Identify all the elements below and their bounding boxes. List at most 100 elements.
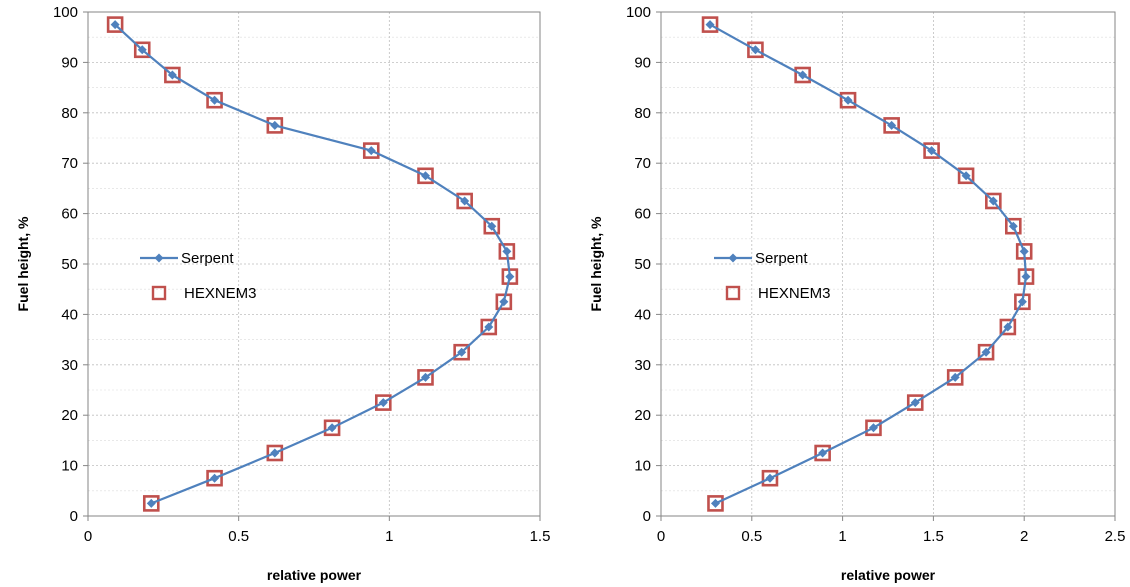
serpent-point xyxy=(487,221,497,231)
y-tick-label: 80 xyxy=(61,105,78,122)
y-tick-label: 50 xyxy=(61,256,78,273)
axis-ticks: 0 10 20 30 40 50 60 70 80 90 100 0 0.5 1 1.5 xyxy=(53,4,550,545)
serpent-point xyxy=(710,498,720,508)
hexnem3-point xyxy=(417,167,434,185)
serpent-point xyxy=(887,120,897,130)
serpent-point xyxy=(910,398,920,408)
left-chart: 0 10 20 30 40 50 60 70 80 90 100 0 0.5 1 1.5 relative … xyxy=(15,4,550,583)
serpent-point xyxy=(927,146,937,156)
y-tick-label: 0 xyxy=(70,508,78,525)
serpent-point xyxy=(420,171,430,181)
serpent-point xyxy=(457,347,467,357)
hexnem3-point xyxy=(133,41,151,59)
serpent-line xyxy=(709,23,1028,505)
serpent-point xyxy=(137,45,147,55)
x-tick-label: 0 xyxy=(657,528,665,545)
serpent-point xyxy=(460,196,470,206)
hexnem3-point xyxy=(865,419,882,437)
hexnem3-point xyxy=(483,217,501,235)
gridlines xyxy=(88,11,540,516)
hexnem3-point xyxy=(946,369,964,386)
hexnem3-point xyxy=(957,167,975,185)
series-layer xyxy=(106,16,519,512)
serpent-point xyxy=(950,372,960,382)
x-tick-label: 1 xyxy=(385,528,393,545)
hexnem3-point xyxy=(164,66,181,84)
y-tick-label: 80 xyxy=(634,105,651,122)
y-tick-label: 70 xyxy=(634,155,651,172)
y-tick-label: 50 xyxy=(634,256,651,273)
y-tick-label: 90 xyxy=(634,54,651,71)
hexnem3-point xyxy=(456,192,473,210)
axis-ticks: 0 10 20 30 40 50 60 70 80 90 100 0 0.5 1 1.5 2 2.5 xyxy=(626,4,1125,545)
legend: Serpent HEXNEM3 xyxy=(714,250,831,302)
serpent-point xyxy=(1003,322,1013,332)
hexnem3-point xyxy=(814,444,831,462)
hexnem3-point xyxy=(375,394,392,411)
serpent-point xyxy=(981,347,991,357)
serpent-point xyxy=(988,196,998,206)
serpent-point xyxy=(484,322,494,332)
legend-marker-hexnem3 xyxy=(725,285,741,301)
serpent-point xyxy=(750,45,760,55)
serpent-point xyxy=(366,146,376,156)
y-tick-label: 40 xyxy=(634,306,651,323)
serpent-point xyxy=(146,498,156,508)
right-chart: 0 10 20 30 40 50 60 70 80 90 100 0 0.5 1 1.5 2 2.5 relat… xyxy=(588,4,1125,583)
serpent-point xyxy=(1021,272,1031,282)
hexnem3-point xyxy=(794,66,811,84)
y-tick-label: 100 xyxy=(53,4,78,21)
hexnem3-point xyxy=(761,469,779,487)
x-tick-label: 1.5 xyxy=(530,528,551,545)
hexnem3-point xyxy=(747,41,764,59)
legend-marker-serpent xyxy=(728,253,738,263)
y-axis-label: Fuel height, % xyxy=(15,216,31,311)
legend: Serpent HEXNEM3 xyxy=(140,250,257,302)
y-tick-label: 10 xyxy=(634,458,651,475)
hexnem3-point xyxy=(266,117,284,134)
x-tick-label: 1.5 xyxy=(923,528,944,545)
y-tick-label: 20 xyxy=(634,407,651,424)
serpent-point xyxy=(961,171,971,181)
hexnem3-point xyxy=(883,117,900,134)
serpent-point xyxy=(1019,246,1029,256)
y-tick-label: 90 xyxy=(61,54,78,71)
hexnem3-point xyxy=(362,142,380,159)
hexnem3-point xyxy=(977,343,995,361)
serpent-point xyxy=(270,448,280,458)
x-tick-label: 1 xyxy=(838,528,846,545)
x-tick-label: 0.5 xyxy=(741,528,762,545)
hexnem3-point xyxy=(417,369,434,386)
hexnem3-point xyxy=(999,318,1017,336)
serpent-point xyxy=(420,372,430,382)
serpent-point xyxy=(868,423,878,433)
serpent-point xyxy=(378,398,388,408)
y-tick-label: 60 xyxy=(61,206,78,223)
y-axis-label: Fuel height, % xyxy=(588,216,604,311)
hexnem3-point xyxy=(206,91,223,109)
hexnem3-point xyxy=(495,293,513,311)
hexnem3-point xyxy=(323,419,341,437)
gridlines xyxy=(661,11,1115,516)
hexnem3-point xyxy=(906,394,924,411)
serpent-point xyxy=(843,95,853,105)
serpent-point xyxy=(110,20,120,30)
serpent-point xyxy=(270,120,280,130)
y-tick-label: 20 xyxy=(61,407,78,424)
x-tick-label: 0 xyxy=(84,528,92,545)
x-axis-label: relative power xyxy=(841,567,936,583)
hexnem3-point xyxy=(701,16,719,33)
y-tick-label: 60 xyxy=(634,206,651,223)
hexnem3-point xyxy=(453,343,470,361)
hexnem3-point xyxy=(923,142,940,159)
legend-label-serpent: Serpent xyxy=(755,250,808,267)
hexnem3-point xyxy=(707,495,724,512)
serpent-point xyxy=(818,448,828,458)
serpent-point xyxy=(210,95,220,105)
hexnem3-point xyxy=(106,16,124,33)
y-tick-label: 40 xyxy=(61,306,78,323)
y-tick-label: 100 xyxy=(626,4,651,21)
legend-marker-hexnem3 xyxy=(151,285,167,301)
y-tick-label: 30 xyxy=(61,357,78,374)
